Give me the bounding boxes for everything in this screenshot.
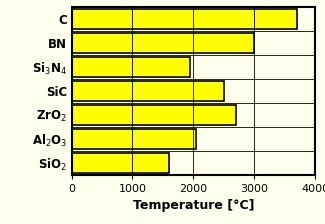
Bar [72,57,190,77]
Bar [72,9,297,28]
X-axis label: Temperature [°C]: Temperature [°C] [133,199,254,212]
Bar [72,33,254,53]
Bar [72,153,169,172]
Bar [72,81,224,101]
Bar [72,129,196,149]
Bar [72,105,236,125]
